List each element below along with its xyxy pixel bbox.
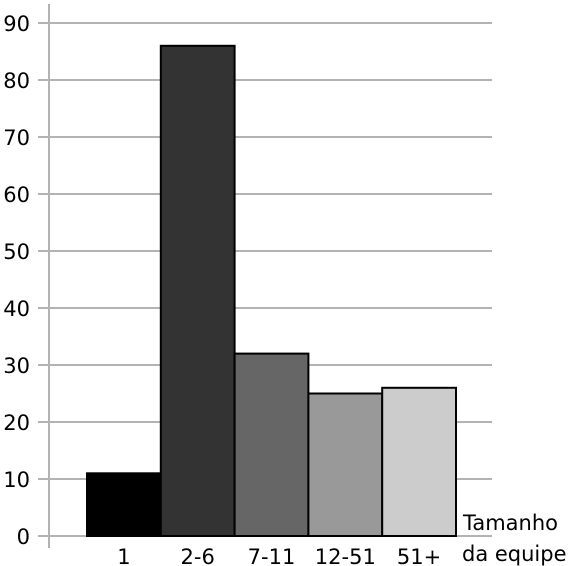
x-axis-label-line-2: da equipe — [462, 542, 567, 566]
y-axis-tick-labels: 0 10 20 30 40 50 60 70 80 90 — [3, 12, 30, 549]
y-tick-label: 40 — [3, 297, 30, 321]
x-tick-label: 12-51 — [315, 545, 376, 566]
x-axis-label-line-1: Tamanho — [462, 511, 558, 535]
x-tick-label: 7-11 — [248, 545, 296, 566]
bar-51+ — [381, 386, 458, 537]
y-tick-label: 10 — [3, 468, 30, 492]
bar-7-11 — [233, 352, 310, 537]
x-tick-label: 1 — [117, 545, 130, 566]
y-tick-label: 30 — [3, 354, 30, 378]
bar-12-51 — [307, 392, 384, 537]
bars — [86, 44, 458, 538]
y-tick-label: 70 — [3, 126, 30, 150]
y-tick-label: 0 — [17, 525, 30, 549]
bar-1 — [86, 472, 162, 537]
y-tick-label: 50 — [3, 240, 30, 264]
bar-2-6 — [159, 44, 236, 538]
y-tick-label: 90 — [3, 12, 30, 36]
y-tick-label: 20 — [3, 411, 30, 435]
x-axis-tick-labels: 1 2-6 7-11 12-51 51+ — [117, 545, 441, 566]
y-tick-label: 80 — [3, 69, 30, 93]
x-tick-label: 51+ — [397, 545, 441, 566]
x-tick-label: 2-6 — [181, 545, 215, 566]
y-tick-label: 60 — [3, 183, 30, 207]
